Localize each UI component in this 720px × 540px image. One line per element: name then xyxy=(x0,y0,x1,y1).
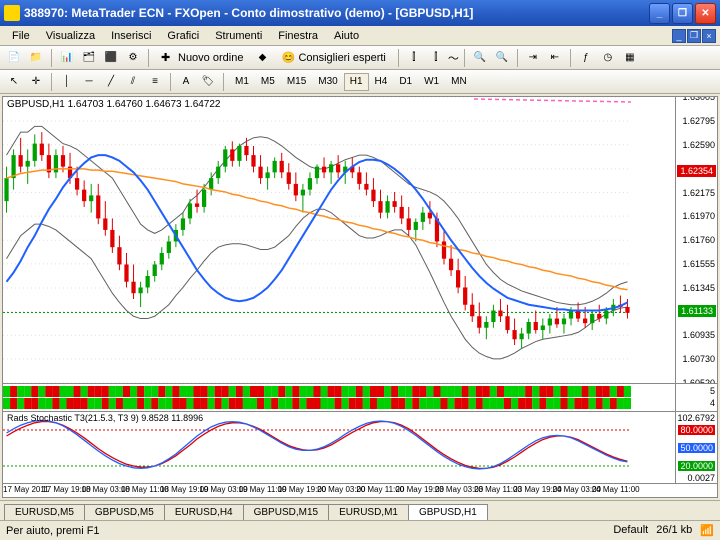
timeframe-d1[interactable]: D1 xyxy=(393,73,418,91)
window-title: 388970: MetaTrader ECN - FXOpen - Conto … xyxy=(24,6,649,20)
market-watch-button[interactable]: 📊 xyxy=(57,48,77,68)
vline-button[interactable]: │ xyxy=(57,72,77,92)
time-axis: 17 May 201117 May 19:0018 May 03:0018 Ma… xyxy=(3,483,717,497)
channel-button[interactable]: ⫽ xyxy=(123,72,143,92)
indicators-button[interactable]: ƒ xyxy=(576,48,596,68)
cursor-button[interactable]: ↖ xyxy=(4,72,24,92)
indicator-2-label: Rads Stochastic T3(21.5.3, T3 9) 9.8528 … xyxy=(7,413,203,423)
menu-charts[interactable]: Grafici xyxy=(159,28,207,44)
navigator-button[interactable]: 🗂 xyxy=(79,48,99,68)
timeframe-h4[interactable]: H4 xyxy=(369,73,394,91)
timeframe-mn[interactable]: MN xyxy=(445,73,473,91)
new-chart-button[interactable]: 📄 xyxy=(4,48,24,68)
profiles-button[interactable]: 📁 xyxy=(26,48,46,68)
timeframe-m5[interactable]: M5 xyxy=(255,73,281,91)
terminal-button[interactable]: ⬛ xyxy=(101,48,121,68)
indicator-2[interactable]: Rads Stochastic T3(21.5.3, T3 9) 9.8528 … xyxy=(3,411,717,483)
line-chart-button[interactable]: 〜 xyxy=(448,50,459,66)
menu-help[interactable]: Aiuto xyxy=(326,28,367,44)
minimize-button[interactable]: _ xyxy=(649,3,670,24)
indicator-1-axis: 54 xyxy=(675,384,717,411)
menu-window[interactable]: Finestra xyxy=(270,28,326,44)
titlebar: 388970: MetaTrader ECN - FXOpen - Conto … xyxy=(0,0,720,26)
statusbar: Per aiuto, premi F1 Default 26/1 kb 📶 xyxy=(0,520,720,540)
menu-insert[interactable]: Inserisci xyxy=(103,28,159,44)
zoom-out-button[interactable]: 🔍 xyxy=(492,48,512,68)
fibo-button[interactable]: ≡ xyxy=(145,72,165,92)
text-label-button[interactable]: 🏷 xyxy=(198,72,218,92)
timeframe-w1[interactable]: W1 xyxy=(418,73,445,91)
status-help: Per aiuto, premi F1 xyxy=(6,525,100,537)
doc-minimize-button[interactable]: _ xyxy=(672,29,686,43)
chart-tabs: EURUSD,M5GBPUSD,M5EURUSD,H4GBPUSD,M15EUR… xyxy=(0,500,720,520)
metaeditor-button[interactable]: ◆ xyxy=(252,48,272,68)
chart-symbol-label: GBPUSD,H1 1.64703 1.64760 1.64673 1.6472… xyxy=(7,99,221,110)
menu-view[interactable]: Visualizza xyxy=(38,28,103,44)
doc-restore-button[interactable]: ❐ xyxy=(687,29,701,43)
status-connection: 26/1 kb xyxy=(656,524,692,537)
main-chart[interactable]: GBPUSD,H1 1.64703 1.64760 1.64673 1.6472… xyxy=(3,97,717,383)
price-axis: 1.630051.627951.625901.623801.621751.619… xyxy=(675,97,717,383)
trendline-button[interactable]: ╱ xyxy=(101,72,121,92)
indicator-1[interactable]: 54 xyxy=(3,383,717,411)
timeframe-m30[interactable]: M30 xyxy=(312,73,343,91)
close-button[interactable]: ✕ xyxy=(695,3,716,24)
tester-button[interactable]: ⚙ xyxy=(123,48,143,68)
hline-button[interactable]: ─ xyxy=(79,72,99,92)
crosshair-button[interactable]: ✛ xyxy=(26,72,46,92)
toolbar-2: ↖ ✛ │ ─ ╱ ⫽ ≡ A 🏷 M1M5M15M30H1H4D1W1MN xyxy=(0,70,720,94)
experts-button[interactable]: 😊Consiglieri esperti xyxy=(274,48,392,68)
menu-tools[interactable]: Strumenti xyxy=(207,28,270,44)
periods-button[interactable]: ◷ xyxy=(598,48,618,68)
zoom-in-button[interactable]: 🔍 xyxy=(470,48,490,68)
templates-button[interactable]: ▦ xyxy=(620,48,640,68)
maximize-button[interactable]: ❐ xyxy=(672,3,693,24)
chart-area: GBPUSD,H1 1.64703 1.64760 1.64673 1.6472… xyxy=(2,96,718,498)
timeframe-m15[interactable]: M15 xyxy=(281,73,312,91)
text-button[interactable]: A xyxy=(176,72,196,92)
app-icon xyxy=(4,5,20,21)
menubar: File Visualizza Inserisci Grafici Strume… xyxy=(0,26,720,46)
toolbar-1: 📄 📁 📊 🗂 ⬛ ⚙ ✚Nuovo ordine ◆ 😊Consiglieri… xyxy=(0,46,720,70)
indicator-2-axis: 102.679280.000050.000020.00000.0027 xyxy=(675,412,717,483)
menu-file[interactable]: File xyxy=(4,28,38,44)
doc-close-button[interactable]: × xyxy=(702,29,716,43)
timeframe-m1[interactable]: M1 xyxy=(229,73,255,91)
connection-icon: 📶 xyxy=(700,524,714,537)
new-order-button[interactable]: ✚Nuovo ordine xyxy=(154,48,250,68)
status-profile: Default xyxy=(613,524,648,537)
candle-chart-button[interactable]: ⫿ xyxy=(426,48,446,68)
shift-button[interactable]: ⇤ xyxy=(545,48,565,68)
bar-chart-button[interactable]: ⫿ xyxy=(404,48,424,68)
timeframe-h1[interactable]: H1 xyxy=(344,73,369,91)
autoscroll-button[interactable]: ⇥ xyxy=(523,48,543,68)
